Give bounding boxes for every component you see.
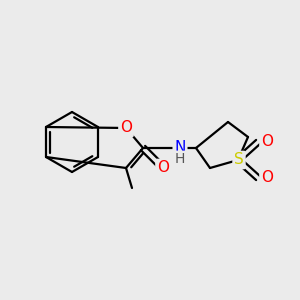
Text: N: N xyxy=(174,140,186,155)
Text: O: O xyxy=(157,160,169,175)
Text: S: S xyxy=(234,152,244,167)
Text: O: O xyxy=(261,134,273,149)
Text: O: O xyxy=(261,170,273,185)
Text: H: H xyxy=(175,152,185,166)
Text: O: O xyxy=(120,121,132,136)
